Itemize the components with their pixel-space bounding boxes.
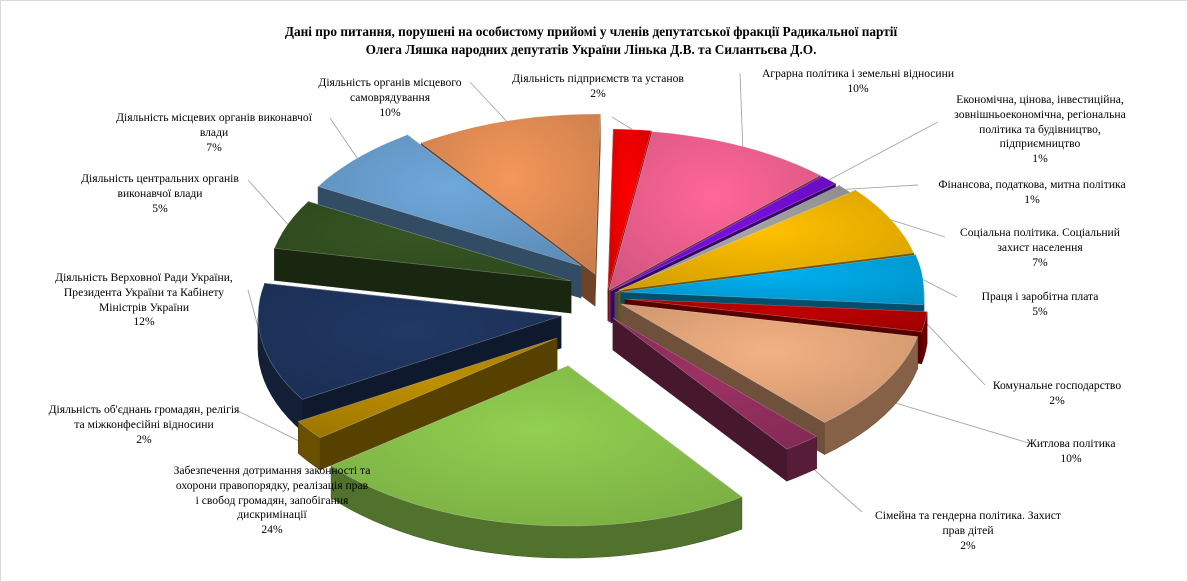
- data-label-text: Діяльність підприємств та установ: [512, 72, 684, 85]
- data-label-text: Економічна, цінова, інвестиційна,: [956, 93, 1124, 106]
- leader-line-11: [237, 410, 309, 447]
- data-label-11: Діяльність об'єднань громадян, релігія та…: [49, 403, 240, 447]
- data-label-text: і свобод громадян, запобігання: [195, 493, 349, 507]
- data-label-10: Забезпечення дотримання законності та охо…: [174, 464, 371, 538]
- data-label-text: Діяльність Верховної Ради України,: [55, 271, 233, 284]
- data-label-12: Діяльність Верховної Ради України, Презид…: [55, 271, 233, 330]
- data-label-value: 1%: [1032, 152, 1048, 166]
- leader-line-1: [611, 116, 633, 130]
- data-label-7: Комунальне господарство 2%: [993, 379, 1121, 409]
- pie-slice-15: [420, 113, 601, 275]
- pie-slice-3: [610, 175, 837, 292]
- data-label-1: Діяльність підприємств та установ 2%: [512, 72, 684, 102]
- pie-slice-6: [620, 254, 925, 306]
- leader-line-15: [469, 81, 507, 122]
- data-label-15: Діяльність органів місцевого самоврядуван…: [318, 76, 461, 120]
- data-label-value: 10%: [847, 81, 869, 95]
- pie-slice-14: [317, 134, 582, 267]
- pie-slice-side-13: [274, 247, 572, 314]
- data-label-text: охорони правопорядку, реалізація прав: [175, 478, 369, 492]
- pie-tops: [257, 113, 928, 527]
- data-label-text: Аграрна політика і земельні відносини: [761, 67, 955, 80]
- data-label-text: захист населення: [997, 240, 1083, 254]
- leader-line-4: [845, 184, 919, 190]
- data-label-value: 2%: [136, 432, 152, 446]
- data-label-value: 10%: [379, 105, 401, 119]
- data-label-text: Житлова політика: [1026, 437, 1116, 450]
- data-label-text: політика та будівництво,: [979, 122, 1101, 136]
- chart-title-line-1: Дані про питання, порушені на особистому…: [284, 24, 898, 39]
- data-label-3: Економічна, цінова, інвестиційна, зовнішн…: [954, 93, 1125, 167]
- data-label-text: Міністрів України: [98, 300, 190, 314]
- data-label-text: Сімейна та гендерна політика. Захист: [875, 509, 1061, 522]
- data-label-text: Праця і заробітна плата: [981, 290, 1099, 303]
- data-label-4: Фінансова, податкова, митна політика 1%: [938, 178, 1125, 208]
- data-label-text: Діяльність центральних органів: [81, 172, 239, 185]
- leader-line-13: [247, 179, 289, 225]
- data-label-9: Сімейна та гендерна політика. Захист прав…: [875, 509, 1061, 553]
- data-label-value: 1%: [1024, 192, 1040, 206]
- data-label-value: 7%: [206, 140, 222, 154]
- pie-slice-1: [607, 128, 652, 290]
- data-label-14: Діяльність місцевих органів виконавчої вл…: [116, 111, 312, 155]
- data-label-text: влади: [199, 125, 229, 139]
- data-label-value: 5%: [1032, 304, 1048, 318]
- leader-line-5: [891, 219, 946, 238]
- data-label-5: Соціальна політика. Соціальний захист нас…: [960, 226, 1120, 270]
- leader-line-3: [828, 121, 939, 181]
- data-label-text: підприємництво: [999, 137, 1081, 151]
- data-label-text: Діяльність місцевих органів виконавчої: [116, 111, 312, 124]
- pie-slice-7: [624, 298, 928, 333]
- pie-slice-12: [257, 282, 562, 400]
- pie-slice-13: [273, 201, 572, 282]
- data-label-text: Діяльність об'єднань громадян, релігія: [48, 403, 240, 416]
- data-label-text: Фінансова, податкова, митна політика: [938, 178, 1126, 191]
- data-label-value: 2%: [590, 86, 606, 100]
- data-label-value: 10%: [1060, 451, 1082, 465]
- data-label-text: Президента України та Кабінету: [63, 285, 225, 299]
- data-label-value: 24%: [261, 523, 283, 537]
- data-label-value: 7%: [1032, 255, 1048, 269]
- data-label-6: Праця і заробітна плата 5%: [982, 290, 1099, 320]
- data-label-text: та міжконфесійні відносини: [74, 417, 214, 431]
- data-label-value: 2%: [1049, 393, 1065, 407]
- data-label-text: дискримінації: [237, 508, 307, 522]
- leader-line-8: [883, 399, 1033, 445]
- pie-slice-5: [618, 189, 915, 291]
- data-label-text: Соціальна політика. Соціальний: [960, 226, 1120, 239]
- pie-slice-side-12: [257, 317, 303, 433]
- data-label-2: Аграрна політика і земельні відносини 10%: [762, 67, 954, 97]
- data-label-text: самоврядування: [349, 90, 431, 104]
- pie-slice-10: [330, 365, 743, 527]
- data-label-value: 12%: [133, 315, 155, 329]
- pie-slice-9: [612, 317, 818, 450]
- data-label-text: Діяльність органів місцевого: [318, 76, 462, 89]
- data-label-text: виконавчої влади: [117, 186, 203, 200]
- data-label-text: Забезпечення дотримання законності та: [173, 464, 371, 477]
- data-label-text: прав дітей: [942, 523, 994, 537]
- data-label-8: Житлова політика 10%: [1026, 437, 1115, 467]
- leader-line-14: [329, 117, 358, 159]
- pie-slice-8: [620, 303, 919, 423]
- leader-line-2: [739, 72, 744, 147]
- chart-title: Дані про питання, порушені на особистому…: [181, 23, 1001, 59]
- chart-title-line-2: Олега Ляшка народних депутатів України Л…: [365, 42, 817, 57]
- leader-line-6: [922, 279, 958, 298]
- pie-slice-11: [297, 337, 558, 439]
- data-label-text: зовнішньоекономічна, регіональна: [954, 107, 1126, 121]
- data-label-value: 5%: [152, 201, 168, 215]
- pie-slice-2: [608, 131, 821, 291]
- data-label-value: 2%: [960, 538, 976, 552]
- data-label-text: Комунальне господарство: [992, 379, 1122, 392]
- data-label-13: Діяльність центральних органів виконавчої…: [81, 172, 239, 216]
- leader-line-7: [924, 321, 986, 386]
